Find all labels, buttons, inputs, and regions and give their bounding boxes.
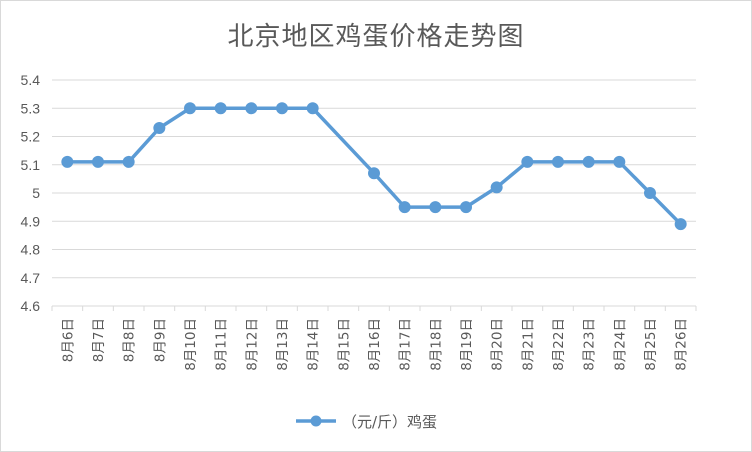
y-tick-label: 5 bbox=[32, 185, 40, 201]
x-tick-label: 8月14日 bbox=[306, 318, 322, 371]
y-tick-label: 4.6 bbox=[21, 298, 41, 314]
data-point bbox=[276, 102, 288, 115]
x-tick-label: 8月26日 bbox=[674, 318, 690, 371]
series-layer bbox=[61, 102, 687, 231]
x-tick-label: 8月10日 bbox=[183, 318, 199, 371]
data-point bbox=[122, 155, 135, 168]
y-tick-label: 5.2 bbox=[21, 129, 41, 145]
x-tick-label: 8月23日 bbox=[582, 318, 598, 371]
x-tick-label: 8月11日 bbox=[214, 318, 230, 371]
legend: （元/斤）鸡蛋 bbox=[296, 413, 437, 431]
data-point bbox=[245, 102, 258, 115]
legend-label: （元/斤）鸡蛋 bbox=[342, 413, 437, 431]
x-tick-label: 8月17日 bbox=[398, 318, 414, 371]
y-axis-ticks: 4.6 4.7 4.8 4.9 5 5.1 5.2 5.3 5.4 bbox=[21, 72, 41, 314]
x-tick-label: 8月24日 bbox=[612, 318, 628, 371]
data-point bbox=[153, 122, 166, 135]
chart-title: 北京地区鸡蛋价格走势图 bbox=[227, 22, 525, 52]
y-tick-label: 4.7 bbox=[21, 270, 41, 286]
data-point bbox=[61, 155, 74, 168]
grid-lines bbox=[52, 79, 696, 307]
x-tick-label: 8月16日 bbox=[367, 318, 383, 371]
x-tick-label: 8月12日 bbox=[244, 318, 260, 371]
x-tick-label: 8月20日 bbox=[490, 318, 506, 371]
data-point bbox=[92, 155, 104, 168]
y-tick-label: 5.4 bbox=[21, 72, 41, 88]
legend-marker bbox=[310, 415, 322, 427]
x-tick-label: 8月8日 bbox=[122, 318, 138, 362]
x-tick-label: 8月7日 bbox=[91, 318, 107, 362]
data-point bbox=[674, 218, 687, 231]
x-tick-label: 8月6日 bbox=[60, 318, 76, 362]
data-point bbox=[582, 155, 595, 168]
x-tick-label: 8月9日 bbox=[152, 318, 168, 362]
data-point bbox=[429, 201, 442, 214]
x-axis: 8月6日 8月7日 8月8日 8月9日 8月10日 8月11日 8月12日 8月13日 8月14… bbox=[51, 306, 697, 371]
x-tick-label: 8月19日 bbox=[459, 318, 475, 371]
x-tick-label: 8月13日 bbox=[275, 318, 291, 371]
x-tick-label: 8月15日 bbox=[336, 318, 352, 371]
data-point bbox=[613, 155, 626, 168]
data-point bbox=[644, 187, 656, 199]
data-point bbox=[398, 201, 411, 214]
data-point bbox=[490, 181, 503, 194]
data-point bbox=[306, 102, 319, 115]
y-tick-label: 4.9 bbox=[21, 213, 41, 229]
y-tick-label: 4.8 bbox=[21, 242, 41, 258]
data-point bbox=[521, 155, 534, 168]
data-point bbox=[460, 201, 472, 214]
x-tick-label: 8月25日 bbox=[643, 318, 659, 371]
data-point bbox=[552, 155, 564, 168]
x-tick-label: 8月21日 bbox=[520, 318, 536, 371]
x-tick-label: 8月22日 bbox=[551, 318, 567, 371]
x-tick-label: 8月18日 bbox=[428, 318, 444, 371]
data-point bbox=[368, 167, 380, 180]
y-tick-label: 5.1 bbox=[21, 157, 41, 173]
data-point bbox=[184, 102, 196, 115]
data-point bbox=[214, 102, 227, 115]
y-tick-label: 5.3 bbox=[21, 100, 41, 116]
